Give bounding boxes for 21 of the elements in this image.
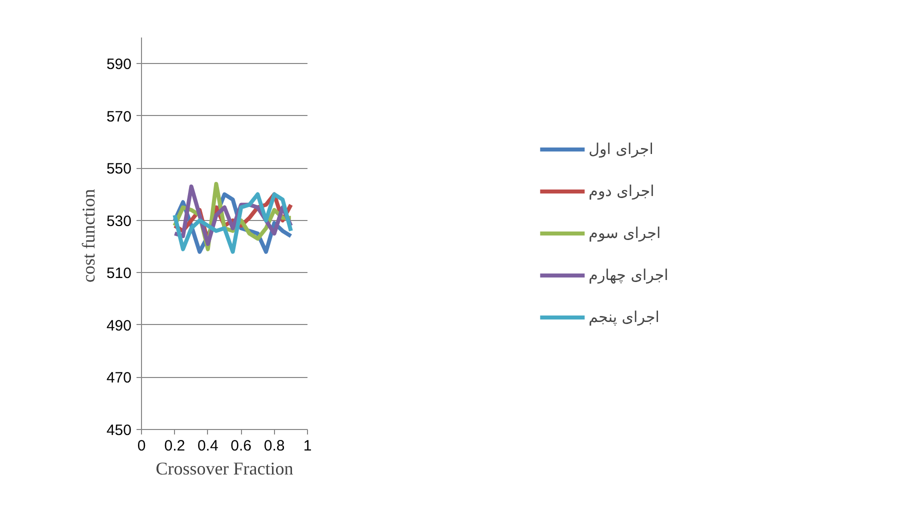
- legend-label: اجرای پنجم: [588, 308, 660, 326]
- y-tick-label: 530: [106, 212, 132, 230]
- x-tick-label: 0.2: [164, 438, 186, 454]
- y-tick-label: 450: [106, 422, 132, 439]
- y-tick-label: 470: [106, 370, 132, 387]
- x-tick-label: 0: [137, 438, 146, 454]
- x-tick-label: 1: [303, 438, 312, 454]
- legend-label: اجرای سوم: [588, 224, 661, 242]
- y-axis-title: cost function: [78, 189, 98, 282]
- y-tick-label: 490: [106, 317, 132, 334]
- y-tick-label: 590: [106, 56, 132, 74]
- y-tick-label: 570: [106, 108, 132, 126]
- x-tick-label: 0.4: [197, 438, 218, 454]
- y-tick-label: 550: [106, 160, 132, 178]
- x-axis-title: Crossover Fraction: [156, 458, 294, 478]
- legend-label: اجرای دوم: [588, 182, 654, 200]
- legend-label: اجرای اول: [588, 140, 654, 158]
- legend-label: اجرای چهارم: [588, 266, 668, 284]
- x-tick-label: 0.8: [264, 438, 285, 454]
- x-tick-label: 0.6: [230, 438, 252, 454]
- y-tick-label: 510: [106, 265, 132, 282]
